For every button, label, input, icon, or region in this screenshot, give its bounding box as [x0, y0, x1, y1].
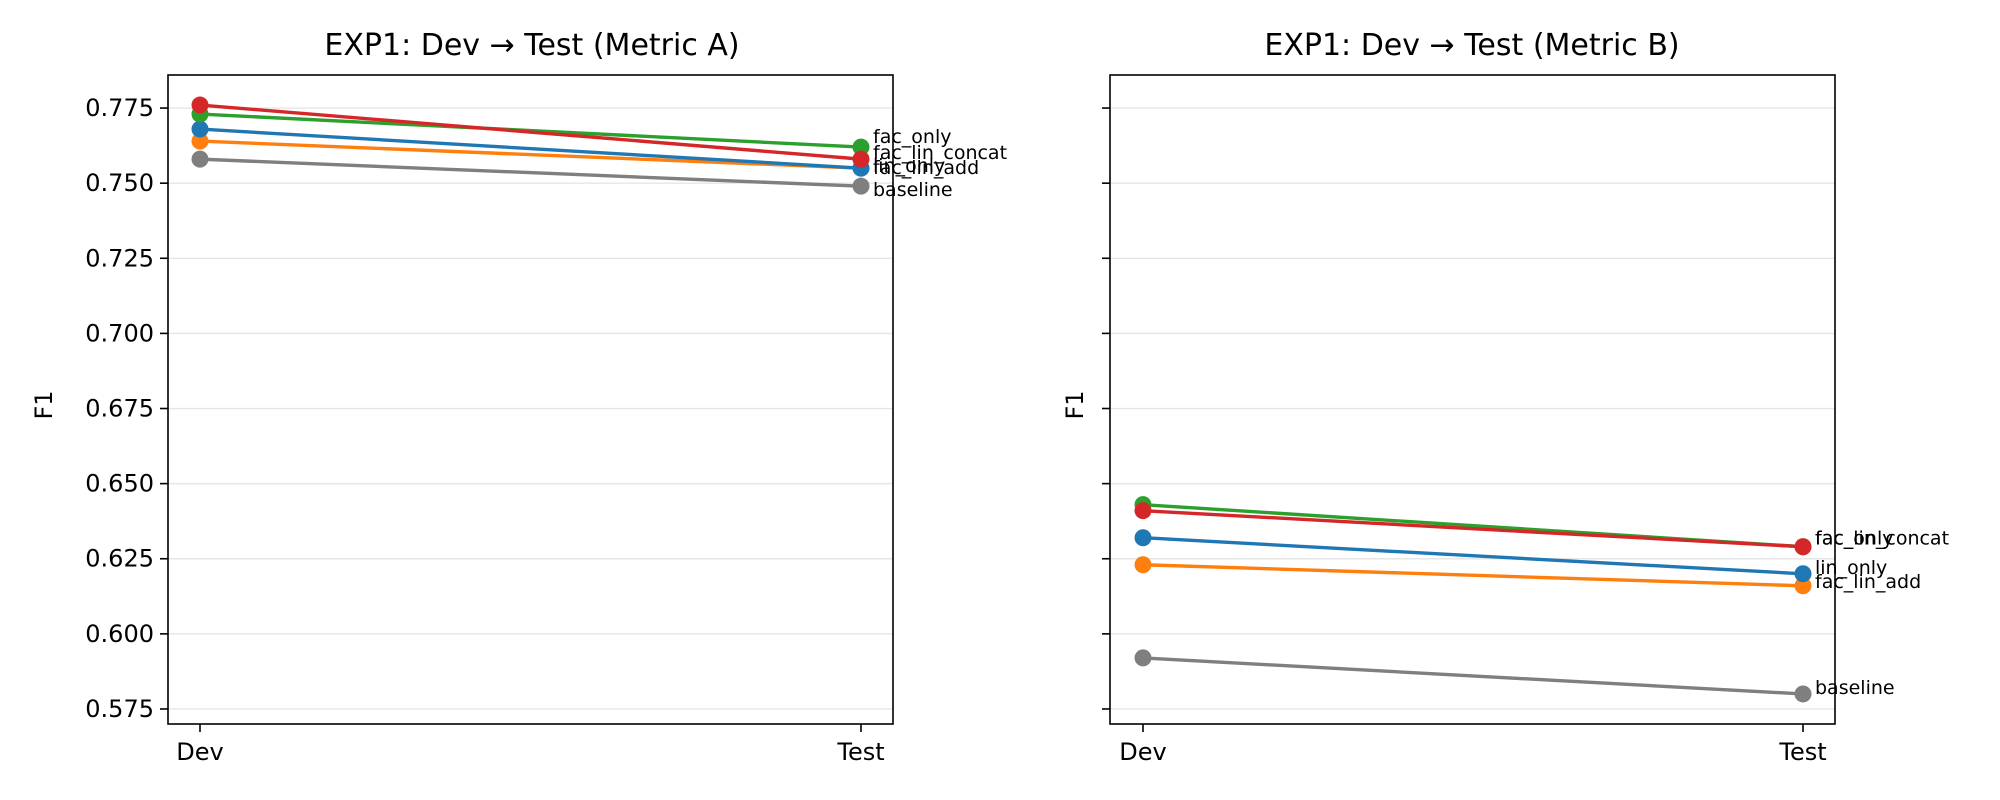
y-axis-label: F1 — [30, 390, 58, 419]
y-tick-label: 0.575 — [85, 695, 154, 723]
data-point — [191, 96, 209, 114]
data-point — [1134, 529, 1152, 547]
series-line — [199, 139, 862, 170]
plot-frame — [167, 74, 894, 725]
y-tick-label: 0.625 — [85, 545, 154, 573]
series-fac_lin_concat: fac_lin_concat — [1134, 502, 1949, 556]
y-tick-label: 0.750 — [85, 169, 154, 197]
series-group: baselinefac_lin_addlin_onlyfac_onlyfac_l… — [1134, 496, 1949, 703]
series-line — [1142, 656, 1804, 696]
y-tick-label: 0.725 — [85, 244, 154, 272]
y-tick-label: 0.775 — [85, 94, 154, 122]
gridlines — [168, 107, 893, 710]
y-tick-label: 0.675 — [85, 395, 154, 423]
data-point — [1794, 577, 1812, 595]
data-point — [1134, 556, 1152, 574]
series-baseline: baseline — [1134, 649, 1895, 703]
y-axis-ticks: Dev Test — [1102, 107, 1827, 766]
x-tick-label: Test — [836, 738, 884, 766]
y-axis-ticks: 0.575 0.600 0.625 0.650 0.675 0.700 0.725 0.750… — [85, 94, 884, 766]
x-tick-label: Dev — [1119, 738, 1166, 766]
gridlines — [1110, 107, 1835, 710]
series-end-label: lin_only — [1815, 557, 1887, 579]
chart-title: EXP1: Dev → Test (Metric B) — [1264, 28, 1679, 63]
series-fac_lin_concat: fac_lin_concat — [191, 96, 1007, 168]
data-point — [1134, 649, 1152, 667]
series-end-label: fac_lin_concat — [873, 142, 1007, 164]
data-point — [1794, 538, 1812, 556]
series-lin_only: lin_only — [191, 120, 945, 177]
series-line — [1142, 536, 1804, 576]
y-tick-label: 0.650 — [85, 470, 154, 498]
data-point — [1794, 685, 1812, 703]
data-point — [1794, 565, 1812, 583]
chart-panel-metric-a: EXP1: Dev → Test (Metric A) F1 0.575 0.60… — [30, 28, 1007, 766]
chart-panel-metric-b: EXP1: Dev → Test (Metric B) F1 Dev Test ba… — [1061, 28, 1949, 766]
series-lin_only: lin_only — [1134, 529, 1887, 583]
x-tick-label: Dev — [176, 738, 223, 766]
series-line — [1142, 508, 1804, 549]
data-point — [852, 138, 870, 156]
series-end-label: baseline — [873, 179, 953, 201]
data-point — [1134, 502, 1152, 520]
y-tick-label: 0.700 — [85, 319, 154, 347]
series-end-label: baseline — [1815, 677, 1895, 699]
series-line — [199, 103, 862, 161]
data-point — [852, 150, 870, 168]
data-point — [191, 132, 209, 150]
y-axis-label: F1 — [1061, 390, 1089, 419]
series-line — [1142, 563, 1804, 588]
x-tick-label: Test — [1778, 738, 1826, 766]
series-end-label: lin_only — [873, 155, 945, 177]
series-line — [199, 157, 862, 188]
data-point — [852, 177, 870, 195]
y-tick-label: 0.600 — [85, 620, 154, 648]
series-group: baselinefac_lin_addlin_onlyfac_onlyfac_l… — [191, 96, 1007, 201]
series-end-label: fac_lin_add — [873, 157, 979, 179]
series-line — [199, 127, 862, 170]
data-point — [191, 120, 209, 138]
series-end-label: fac_lin_concat — [1815, 528, 1949, 550]
chart-title: EXP1: Dev → Test (Metric A) — [324, 28, 739, 63]
data-point — [191, 150, 209, 168]
series-fac_lin_add: fac_lin_add — [1134, 556, 1921, 595]
plot-frame — [1109, 74, 1836, 725]
series-end-label: fac_lin_add — [1815, 571, 1921, 593]
